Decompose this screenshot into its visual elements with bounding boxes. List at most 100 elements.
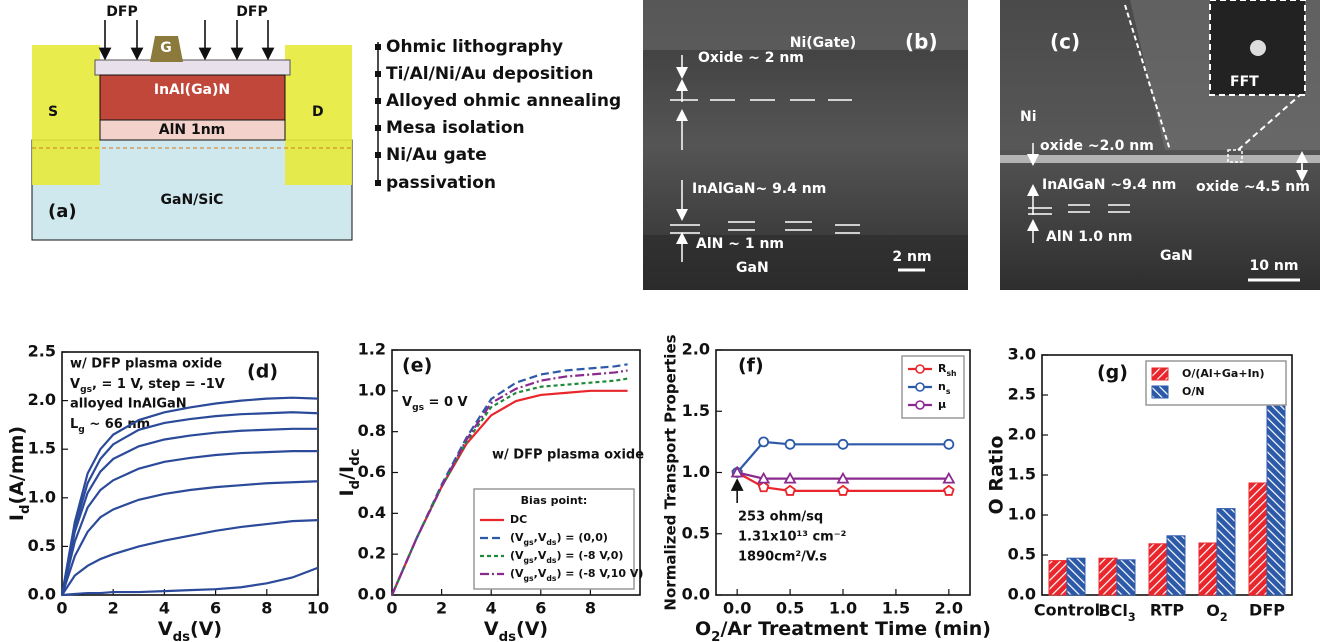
annotation: 1890cm²/V.s [738,550,827,565]
legend-marker [915,382,925,392]
line [60,450,318,596]
text-part: d [348,480,363,490]
y-tick-label: 2.0 [1008,425,1036,444]
y-tick-label: 0.0 [28,585,56,604]
label: Ni(Gate) [790,35,856,51]
panel-label: (g) [1097,362,1128,384]
text-part: (V [510,531,524,544]
x-tick-label: 1.5 [882,599,910,618]
label: GaN/SiC [161,192,224,208]
text-part: 2 [1220,611,1228,624]
legend-label: O/N [1182,385,1205,398]
y-tick-label: 0.0 [358,585,386,604]
y-tick-label: 2.0 [682,340,710,359]
y-tick-label: 0.0 [682,585,710,604]
x-tick-label: 2.0 [935,599,963,618]
text-part: O [1206,601,1220,620]
x-tick-label: 4 [486,599,497,618]
y-tick-label: 0.6 [358,462,386,481]
text-part: ,V [534,531,547,544]
marker [943,438,955,450]
label: DFP [236,4,267,20]
annotation: 1.31x10¹³ cm⁻² [738,530,846,545]
text-part: , = 1 V, step = -1V [92,377,225,392]
legend-marker [915,364,925,374]
panel-label: (d) [247,361,278,383]
bar [1066,557,1086,596]
x-tick-label: 10 [307,599,329,618]
marker [837,438,849,450]
text-part: ds [546,556,557,565]
text-part: ds [546,574,557,583]
text-part: R [938,362,947,375]
x-tick-label: 0 [56,599,67,618]
marker [942,471,956,484]
line [60,411,319,596]
legend-label: μ [938,398,946,411]
legend-swatch [1151,385,1169,399]
label: AlN 1nm [159,122,226,138]
text-part: ds [546,538,557,547]
text-part: = 0 V [424,395,468,410]
x-tick-label: 8 [261,599,272,618]
marker [783,471,797,484]
y-tick-label: 1.5 [28,439,56,458]
marker [836,471,850,484]
label: InAlGaN~ 9.4 nm [692,181,826,197]
text-part: ds [173,630,191,642]
plot-frame [61,351,319,596]
x-tick-label: 1.0 [829,599,857,618]
chart: 0.00.20.40.60.81.01.20 2 4 6 8Vds(V)Id/Idc(e… [336,340,645,642]
text-part: I [336,489,358,496]
text-part: ,V [534,567,547,580]
marker [757,471,771,484]
label: G [160,40,172,56]
legend-label: Rsh [938,362,957,378]
panel-label: (c) [1050,30,1080,54]
y-tick-label: 1.0 [28,487,56,506]
chart: 0.0 0.5 1.0 1.5 2.0 2.5 3.0 O Ratio (g) ControlBC… [986,345,1293,624]
text-part: sh [946,369,956,378]
line [60,396,319,596]
legend-label: (Vgs,Vds) = (0,0) [510,531,608,547]
marker [757,481,770,493]
annotation: 253 ohm/sq [738,510,823,525]
text-part: 2 [711,630,720,642]
legend-frame [473,488,635,590]
tem-image-c: (c) Ni FFT oxide ~2.0 nm InAlGaN ~9.4 nm… [1000,0,1320,290]
line [60,480,319,596]
x-tick-label: 0.0 [723,599,751,618]
label: GaN [736,260,769,276]
label: InAl(Ga)N [154,82,230,98]
x-tick-label: O2 [1206,601,1227,624]
step: Ti/Al/Ni/Au deposition [386,64,594,84]
legend-frame [1145,360,1287,406]
process-list: Ohmic lithography Ti/Al/Ni/Au deposition… [375,37,621,193]
schematic: DFP DFP G InAl(Ga)N AlN 1nm S D GaN/SiC … [31,4,353,241]
step: passivation [386,173,496,193]
y-tick-label: 2.0 [28,390,56,409]
text-part: 3 [1128,611,1136,624]
legend-label: (Vgs,Vds) = (-8 V,0) [510,549,623,565]
y-tick-label: 2.5 [1008,385,1036,404]
text-part: L [70,417,78,432]
text-part: (A/mm) [6,426,28,505]
y-tick-label: 0.0 [1008,585,1036,604]
y-tick-label: 1.2 [358,340,386,359]
text-part: ) = (0,0) [556,531,607,544]
marker [758,436,770,448]
text-part: ~ 66 nm [85,417,150,432]
bar [1198,542,1218,596]
legend-swatch [1151,367,1169,381]
label: Ni [1020,109,1037,125]
text-part: (V [510,549,524,562]
text-part: g [78,425,85,435]
x-axis-label: Vds(V) [484,618,548,642]
x-tick-label: 0 [386,599,397,618]
text-part: d [18,505,33,515]
panel-label: (a) [48,201,77,222]
annotation: w/ DFP plasma oxide [492,448,644,463]
y-tick-label: 1.0 [682,462,710,481]
x-tick-label: 8 [585,599,596,618]
